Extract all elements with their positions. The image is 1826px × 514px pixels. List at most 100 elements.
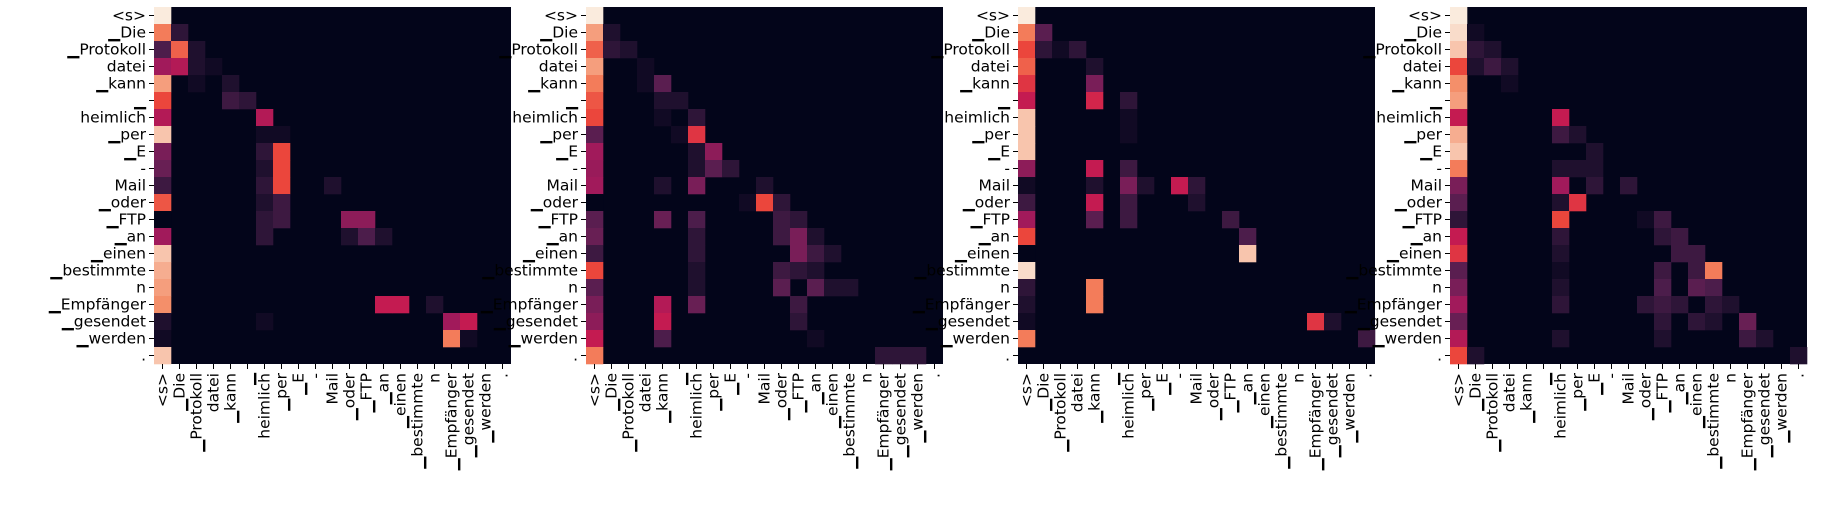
heatmap-cell <box>586 160 604 178</box>
heatmap-cell <box>654 296 672 314</box>
heatmap-cell <box>341 211 359 229</box>
heatmap-cell <box>790 296 808 314</box>
y-tick-label: ▁Die <box>107 24 146 42</box>
heatmap-cell <box>807 262 825 280</box>
heatmap-cell <box>171 41 189 59</box>
y-tick-label: ▁ <box>133 92 147 110</box>
heatmap-cell <box>1052 41 1070 59</box>
heatmap-cell <box>722 160 740 178</box>
heatmap-cell <box>1654 211 1672 229</box>
heatmap-cell <box>358 211 376 229</box>
y-tick-label: Mail <box>1411 177 1442 195</box>
heatmap-cell <box>1552 330 1570 348</box>
heatmap-cell <box>688 262 706 280</box>
heatmap-cell <box>1018 109 1036 127</box>
heatmap-cell <box>341 228 359 246</box>
heatmap-cell <box>1035 24 1053 42</box>
x-tick-label: ▁FTP <box>358 373 376 413</box>
heatmap-cell <box>790 211 808 229</box>
y-tick-label: heimlich <box>512 109 578 127</box>
heatmap-cell <box>154 109 172 127</box>
y-tick-label: ▁Die <box>539 24 578 42</box>
y-tick-label: datei <box>107 58 146 76</box>
x-tick-label: <s> <box>1450 373 1468 407</box>
heatmap-cell <box>222 75 240 93</box>
x-tick-label: ▁ <box>671 372 689 386</box>
heatmap-cell <box>1086 92 1104 110</box>
x-tick-label: ▁oder <box>1205 372 1223 421</box>
heatmap-cell <box>1018 41 1036 59</box>
heatmap-cell <box>1620 177 1638 195</box>
heatmap-cell <box>375 228 393 246</box>
y-tick-label: ▁E <box>1419 143 1442 161</box>
heatmap-cell <box>1018 228 1036 246</box>
heatmap-cell <box>688 296 706 314</box>
heatmap-panel-4: <s>▁Die▁Protokolldatei▁kann▁heimlich▁per… <box>1344 7 1808 472</box>
y-tick-label: ▁kann <box>1391 75 1442 93</box>
x-tick-label: ▁gesendet <box>892 373 910 458</box>
heatmap-cell <box>1018 58 1036 76</box>
heatmap-cell <box>637 58 655 76</box>
y-tick-label: . <box>573 347 578 365</box>
heatmap-cell <box>790 313 808 331</box>
heatmap-cell <box>154 126 172 144</box>
heatmap-cell <box>1654 330 1672 348</box>
x-tick-label: ▁FTP <box>790 373 808 413</box>
heatmap-cell <box>824 245 842 263</box>
heatmap-cell <box>273 211 291 229</box>
y-tick-label: ▁ <box>565 92 579 110</box>
x-tick-label: ▁kann <box>654 373 672 424</box>
x-tick-label: datei <box>1501 373 1519 412</box>
heatmap-cell <box>1654 262 1672 280</box>
heatmap-cell <box>756 194 774 212</box>
y-tick-label: ▁FTP <box>106 211 146 229</box>
heatmap-cell <box>1018 211 1036 229</box>
heatmap-cell <box>171 24 189 42</box>
heatmap-cell <box>1018 262 1036 280</box>
heatmap-cell <box>392 296 410 314</box>
heatmap-cell <box>1450 245 1468 263</box>
y-tick-label: ▁Empfänger <box>912 296 1011 314</box>
x-tick-label: datei <box>205 373 223 412</box>
x-tick-label: ▁E <box>1154 373 1172 396</box>
y-tick-label: ▁bestimmte <box>913 262 1010 280</box>
x-tick-label: ▁oder <box>773 372 791 421</box>
y-tick-label: ▁einen <box>90 245 146 263</box>
heatmap-cell <box>1569 126 1587 144</box>
y-tick-label: ▁kann <box>527 75 578 93</box>
heatmap-cell <box>1450 177 1468 195</box>
y-tick-label: heimlich <box>1376 109 1442 127</box>
x-tick-label: ▁bestimmte <box>409 373 427 470</box>
x-tick-label: ▁E <box>722 373 740 396</box>
heatmap-cell <box>1484 58 1502 76</box>
heatmap-cell <box>1552 279 1570 297</box>
heatmap-cell <box>654 75 672 93</box>
heatmap-cell <box>256 228 274 246</box>
heatmap-cell <box>586 24 604 42</box>
heatmap-cell <box>154 211 172 229</box>
heatmap-cell <box>273 143 291 161</box>
heatmap-cell <box>1552 194 1570 212</box>
y-tick-label: n <box>568 279 578 297</box>
heatmap-cell <box>875 347 893 365</box>
y-tick-label: ▁Empfänger <box>48 296 147 314</box>
heatmap-cell <box>1705 296 1723 314</box>
heatmap-cell <box>375 296 393 314</box>
y-tick-label: ▁bestimmte <box>1345 262 1442 280</box>
x-tick-label: n <box>1722 373 1740 383</box>
heatmap-cell <box>773 262 791 280</box>
heatmap-cell <box>688 109 706 127</box>
x-tick-label: heimlich <box>256 373 274 439</box>
heatmap-cell <box>1501 58 1519 76</box>
y-tick-label: - <box>1004 160 1010 178</box>
heatmap-cell <box>171 58 189 76</box>
heatmap-cell <box>1467 24 1485 42</box>
x-tick-label: ▁werden <box>1773 373 1791 443</box>
x-tick-label: . <box>494 373 512 378</box>
heatmap-cell <box>1069 41 1087 59</box>
y-tick-label: ▁Protokoll <box>930 41 1010 59</box>
heatmap-cell <box>239 92 257 110</box>
heatmap-cell <box>1552 160 1570 178</box>
heatmap-cell <box>1450 41 1468 59</box>
y-tick-label: - <box>140 160 146 178</box>
